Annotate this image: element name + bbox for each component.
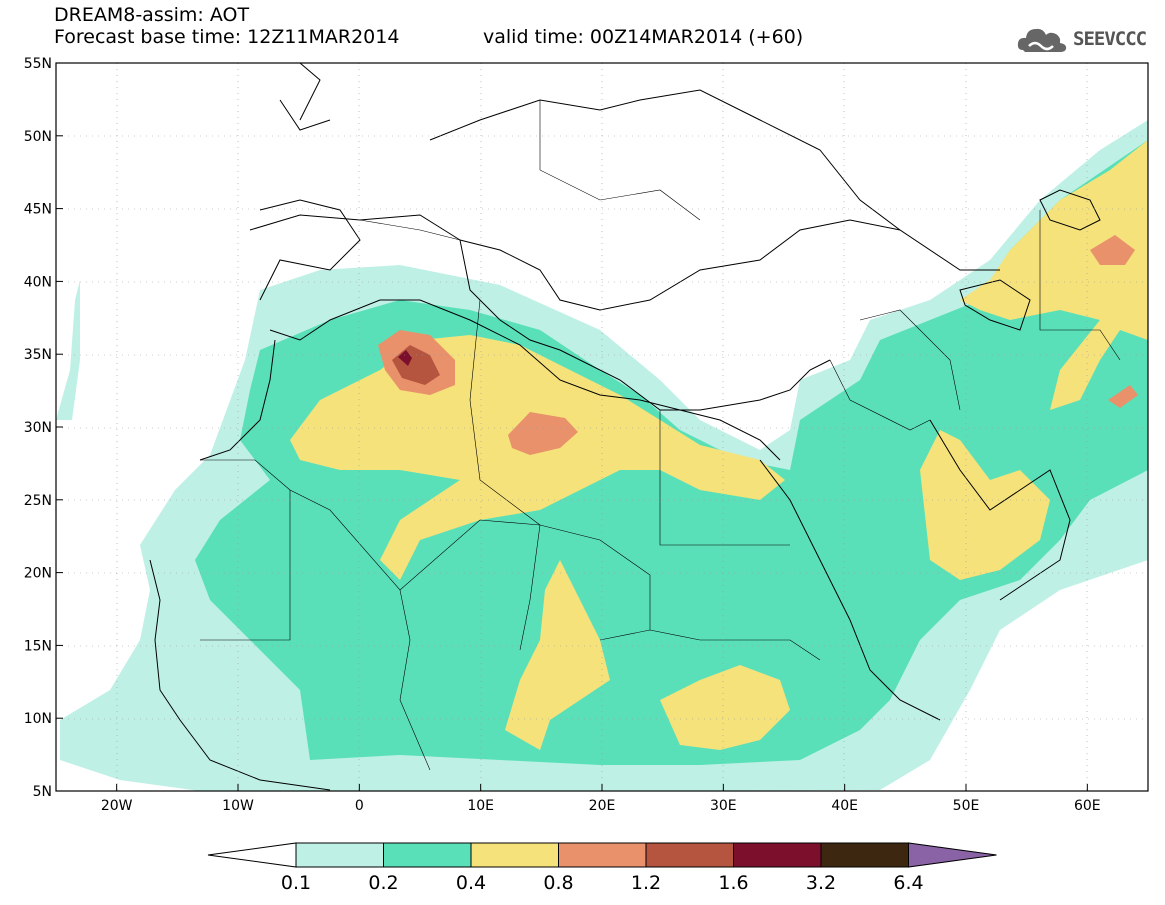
colorbar-swatch xyxy=(733,842,822,868)
colorbar-level-label: 0.8 xyxy=(543,872,573,894)
cloud-logo-icon xyxy=(1017,28,1067,52)
lon-tick-label: 30E xyxy=(710,798,737,814)
seevccc-logo: SEEVCCC xyxy=(1015,18,1155,58)
colorbar-swatch xyxy=(558,842,647,868)
lat-tick-label: 10N xyxy=(24,711,52,727)
colorbar-level-label: 6.4 xyxy=(893,872,923,894)
lat-tick-label: 20N xyxy=(24,566,52,582)
colorbar-swatch xyxy=(295,842,384,868)
lat-tick-label: 40N xyxy=(24,274,52,290)
valid-time: valid time: 00Z14MAR2014 (+60) xyxy=(483,26,804,48)
forecast-base-time: Forecast base time: 12Z11MAR2014 xyxy=(54,26,400,48)
aot-contour-0.4-caspian xyxy=(960,140,1148,410)
colorbar-level-label: 0.4 xyxy=(456,872,486,894)
colorbar-high-arrow xyxy=(908,842,997,868)
aot-contour-0.4-arabia xyxy=(920,430,1050,580)
map-title: DREAM8-assim: AOT xyxy=(54,4,250,26)
aot-contour-0.4-sudan xyxy=(660,665,790,750)
colorbar-level-label: 1.2 xyxy=(631,872,661,894)
lat-tick-label: 25N xyxy=(24,493,52,509)
lon-tick-label: 60E xyxy=(1074,798,1101,814)
colorbar-low-arrow xyxy=(207,842,297,868)
colorbar-level-label: 1.6 xyxy=(718,872,748,894)
aot-contour-0.4 xyxy=(290,335,785,580)
colorbar-swatch xyxy=(645,842,734,868)
country-borders xyxy=(200,100,1121,771)
aot-contour-0.1-west xyxy=(56,280,80,420)
colorbar-level-label: 0.1 xyxy=(281,872,311,894)
lat-tick-label: 5N xyxy=(33,784,52,800)
colorbar-swatch xyxy=(383,842,472,868)
colorbar-swatch xyxy=(470,842,559,868)
logo-text: SEEVCCC xyxy=(1073,28,1147,50)
graticule xyxy=(56,63,1148,791)
lat-tick-label: 35N xyxy=(24,347,52,363)
aot-contour-0.8-libya xyxy=(508,412,578,455)
colorbar-swatch xyxy=(820,842,909,868)
lon-tick-label: 10E xyxy=(467,798,494,814)
coastlines xyxy=(149,63,1101,791)
colorbar-level-label: 0.2 xyxy=(368,872,398,894)
aot-contour-1.6 xyxy=(398,350,412,366)
lon-tick-label: 50E xyxy=(953,798,980,814)
lat-tick-label: 30N xyxy=(24,420,52,436)
lon-tick-label: 20E xyxy=(589,798,616,814)
lon-tick-label: 40E xyxy=(831,798,858,814)
colorbar: 0.1 0.2 0.4 0.8 1.2 1.6 3.2 6.4 xyxy=(207,842,997,894)
longitude-axis: 20W 10W 0 10E 20E 30E 40E 50E 60E xyxy=(101,784,1101,814)
latitude-axis: 55N 50N 45N 40N 35N 30N 25N 20N 15N 10N 5N xyxy=(24,56,63,800)
lon-tick-label: 10W xyxy=(222,798,254,814)
lon-tick-label: 20W xyxy=(101,798,133,814)
lat-tick-label: 45N xyxy=(24,202,52,218)
lat-tick-label: 55N xyxy=(24,56,52,72)
aot-contour-0.8-iran xyxy=(1108,385,1138,408)
lat-tick-label: 50N xyxy=(24,129,52,145)
colorbar-level-label: 3.2 xyxy=(806,872,836,894)
aot-contour-0.8-east xyxy=(1090,235,1135,265)
lat-tick-label: 15N xyxy=(24,638,52,654)
aot-contour-0.4-sahel xyxy=(505,560,610,750)
lon-tick-label: 0 xyxy=(355,798,364,814)
aot-field xyxy=(56,63,1148,791)
